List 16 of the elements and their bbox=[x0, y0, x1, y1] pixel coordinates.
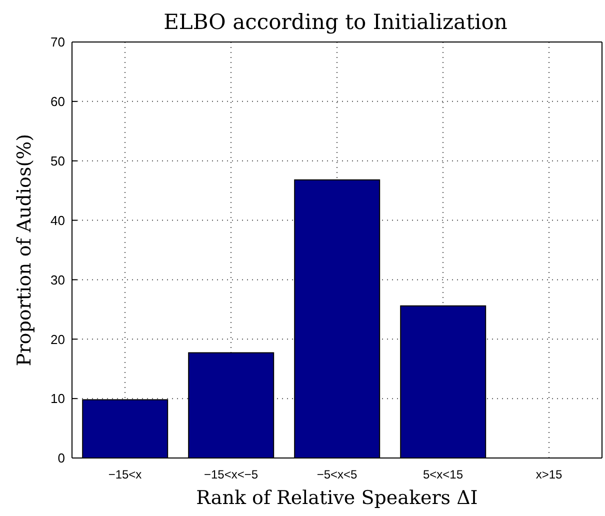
x-tick-label: 5<x<15 bbox=[422, 468, 464, 482]
x-tick-label: −5<x<5 bbox=[316, 468, 358, 482]
y-tick-label: 0 bbox=[58, 450, 65, 466]
chart-title: ELBO according to Initialization bbox=[162, 10, 508, 34]
y-tick-label: 50 bbox=[50, 153, 65, 168]
y-tick-label: 70 bbox=[50, 34, 65, 50]
y-tick-label: 10 bbox=[50, 391, 65, 406]
x-axis-title: Rank of Relative Speakers ΔI bbox=[196, 487, 478, 509]
y-tick-label: 30 bbox=[50, 272, 65, 288]
x-tick-label: −15<x bbox=[108, 468, 142, 482]
y-tick-label: 60 bbox=[50, 94, 65, 110]
y-axis-title: Proportion of Audios(%) bbox=[14, 134, 36, 366]
y-tick-label: 40 bbox=[50, 212, 65, 228]
x-tick-label: −15<x<−5 bbox=[204, 468, 258, 482]
x-tick-label: x>15 bbox=[536, 468, 562, 482]
y-tick-label: 20 bbox=[50, 332, 65, 347]
